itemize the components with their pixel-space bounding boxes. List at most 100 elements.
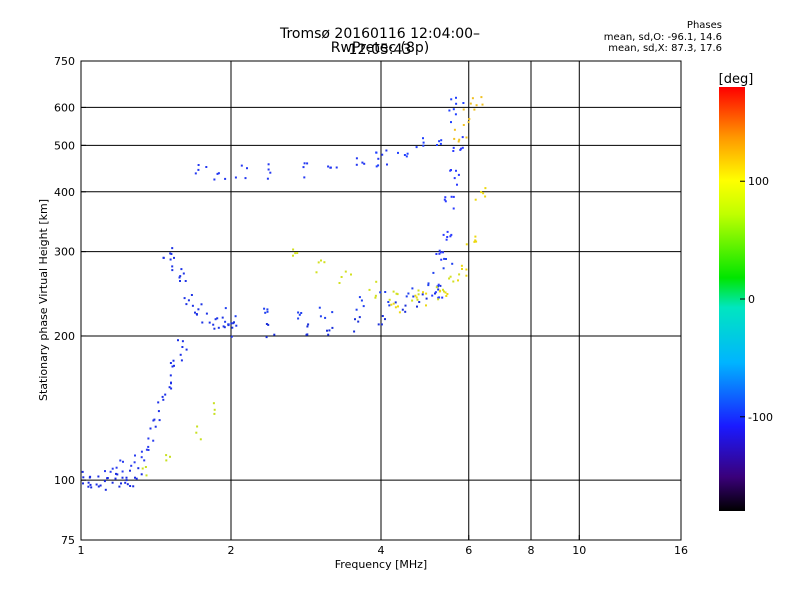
phase-point bbox=[97, 485, 100, 488]
phase-point bbox=[183, 297, 186, 300]
phase-point bbox=[168, 386, 171, 389]
phase-point bbox=[481, 103, 484, 106]
phase-point bbox=[388, 304, 391, 307]
phase-point bbox=[195, 431, 198, 434]
phase-point bbox=[88, 476, 91, 479]
phase-point bbox=[471, 97, 474, 100]
phase-point bbox=[458, 273, 461, 276]
phase-point bbox=[442, 251, 444, 254]
phase-point bbox=[140, 450, 143, 453]
phase-point bbox=[398, 311, 401, 314]
phase-point bbox=[115, 472, 117, 475]
phase-point bbox=[425, 304, 427, 307]
phase-point bbox=[224, 307, 227, 310]
phase-point bbox=[144, 466, 147, 468]
phase-point bbox=[397, 305, 399, 308]
phase-point bbox=[438, 249, 441, 252]
phase-point bbox=[406, 152, 409, 155]
phase-point bbox=[292, 254, 294, 257]
phase-point bbox=[147, 445, 150, 448]
phase-point bbox=[434, 292, 436, 295]
phase-point bbox=[182, 272, 185, 275]
phase-point bbox=[222, 325, 225, 328]
phase-point bbox=[353, 330, 356, 333]
phase-point bbox=[246, 167, 248, 170]
phase-point bbox=[445, 238, 448, 241]
phase-point bbox=[141, 467, 144, 470]
phase-point bbox=[126, 483, 129, 486]
phase-point bbox=[452, 280, 455, 283]
phase-point bbox=[329, 166, 332, 169]
x-tick-label: 2 bbox=[228, 544, 235, 557]
phase-point bbox=[122, 460, 124, 463]
phase-point bbox=[331, 326, 334, 329]
phase-point bbox=[221, 316, 224, 319]
phase-point bbox=[473, 240, 476, 243]
phase-point bbox=[121, 470, 124, 473]
y-tick-label: 200 bbox=[54, 330, 75, 343]
phase-point bbox=[455, 169, 457, 172]
phase-point bbox=[363, 162, 366, 165]
phase-point bbox=[265, 323, 268, 325]
phase-point bbox=[461, 268, 463, 270]
phase-point bbox=[441, 296, 444, 299]
phase-point bbox=[200, 303, 203, 306]
phase-point bbox=[323, 261, 326, 264]
phases-x-stats: mean, sd,X: 87.3, 17.6 bbox=[608, 43, 722, 54]
phase-point bbox=[197, 168, 200, 171]
phase-point bbox=[368, 288, 371, 291]
phase-point bbox=[438, 296, 441, 299]
phase-point bbox=[443, 257, 446, 260]
phase-point bbox=[227, 323, 230, 326]
phase-point bbox=[461, 146, 464, 149]
y-tick-label: 100 bbox=[54, 474, 75, 487]
phase-point bbox=[121, 476, 124, 479]
phase-point bbox=[386, 163, 388, 166]
phase-point bbox=[422, 137, 424, 140]
phase-point bbox=[171, 247, 174, 250]
phase-point bbox=[361, 161, 364, 164]
phase-point bbox=[196, 313, 198, 316]
phase-point bbox=[414, 294, 417, 297]
phase-point bbox=[213, 408, 216, 411]
phase-point bbox=[137, 467, 140, 470]
phase-point bbox=[444, 200, 447, 203]
phase-point bbox=[327, 333, 330, 336]
phase-point bbox=[125, 476, 128, 479]
phase-point bbox=[244, 177, 247, 180]
phase-point bbox=[116, 473, 119, 476]
phase-point bbox=[434, 291, 437, 294]
phase-point bbox=[374, 294, 377, 297]
phase-point bbox=[448, 277, 451, 280]
phase-point bbox=[103, 480, 106, 483]
phase-point bbox=[415, 146, 418, 149]
phase-point bbox=[458, 138, 461, 141]
phase-point bbox=[111, 481, 114, 484]
phase-point bbox=[438, 140, 441, 143]
chart-subtitle: RwPretec (8p) bbox=[330, 40, 430, 56]
phase-point bbox=[213, 327, 216, 330]
phase-point bbox=[355, 308, 358, 311]
phases-o-stats: mean, sd,O: -96.1, 14.6 bbox=[603, 32, 722, 43]
phase-point bbox=[446, 293, 449, 295]
phase-point bbox=[263, 307, 266, 310]
phase-point bbox=[405, 295, 408, 298]
phase-point bbox=[443, 290, 445, 293]
phase-point bbox=[216, 317, 219, 320]
phase-point bbox=[265, 336, 268, 339]
phase-point bbox=[482, 192, 485, 195]
phase-point bbox=[306, 325, 309, 328]
phase-point bbox=[165, 459, 168, 462]
phase-point bbox=[469, 102, 472, 105]
phase-point bbox=[473, 108, 476, 111]
phase-point bbox=[344, 270, 347, 273]
phase-point bbox=[375, 165, 378, 168]
phase-point bbox=[415, 296, 418, 299]
phase-point bbox=[234, 176, 237, 179]
phase-point bbox=[185, 303, 188, 306]
phase-point bbox=[266, 177, 269, 180]
phase-point bbox=[130, 464, 133, 467]
phase-point bbox=[303, 162, 306, 165]
phase-point bbox=[439, 284, 442, 287]
